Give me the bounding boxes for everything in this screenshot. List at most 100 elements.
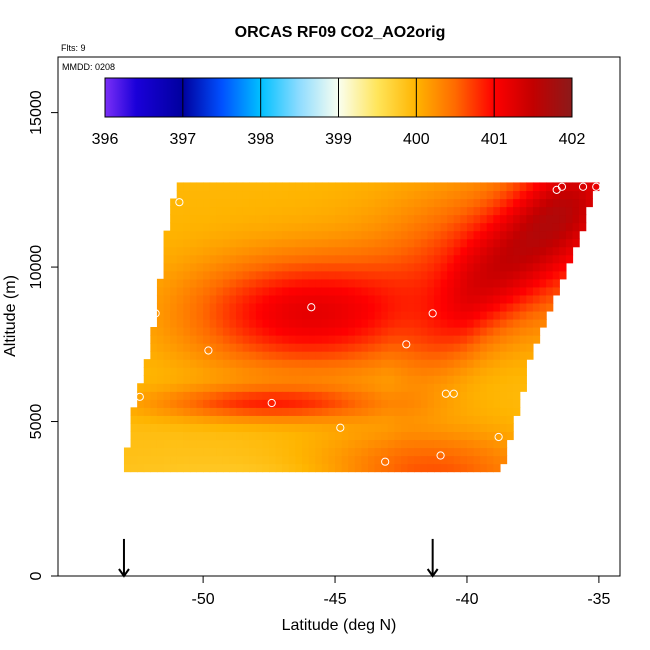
field-cell [394, 254, 402, 264]
field-cell [348, 182, 356, 192]
field-cell [427, 343, 435, 352]
field-cell [460, 198, 468, 208]
field-cell [170, 198, 178, 208]
field-cell [302, 270, 310, 280]
field-cell [216, 383, 224, 392]
field-cell [414, 375, 422, 384]
field-cell [526, 343, 534, 352]
field-cell [262, 335, 270, 344]
field-cell [368, 335, 376, 344]
field-cell [255, 238, 264, 248]
field-cell [361, 278, 369, 288]
field-cell [242, 286, 250, 296]
field-cell [170, 302, 178, 312]
field-cell [565, 222, 574, 232]
field-cell [394, 463, 402, 473]
field-cell [348, 407, 356, 416]
field-cell [499, 423, 508, 433]
field-cell [407, 367, 415, 376]
field-cell [546, 198, 554, 208]
field-cell [387, 399, 396, 408]
field-cell [321, 359, 330, 368]
field-cell [341, 278, 349, 288]
field-cell [460, 399, 468, 408]
field-cell [565, 206, 574, 216]
field-cell [480, 359, 488, 368]
field-cell [183, 230, 191, 240]
field-cell [519, 262, 527, 272]
field-cell [282, 318, 290, 328]
field-cell [163, 367, 171, 376]
field-cell [513, 351, 521, 360]
field-cell [321, 302, 330, 312]
field-cell [216, 270, 224, 280]
field-cell [176, 302, 184, 312]
field-cell [249, 246, 257, 256]
field-cell [255, 375, 264, 384]
field-cell [216, 310, 224, 320]
field-cell [183, 254, 191, 264]
field-cell [302, 230, 310, 240]
field-cell [572, 214, 580, 224]
field-cell [262, 399, 270, 408]
field-cell [361, 198, 369, 208]
field-cell [539, 278, 547, 288]
field-cell [203, 439, 211, 449]
field-cell [269, 447, 277, 457]
field-cell [196, 359, 204, 368]
field-cell [453, 367, 461, 376]
field-cell [493, 463, 501, 473]
field-cell [473, 447, 481, 457]
field-cell [480, 262, 488, 272]
field-cell [189, 367, 198, 376]
field-cell [203, 318, 211, 328]
field-cell [269, 463, 277, 473]
field-cell [374, 222, 382, 232]
field-cell [348, 222, 356, 232]
field-cell [460, 415, 468, 424]
field-cell [460, 262, 468, 272]
field-cell [348, 318, 356, 328]
field-cell [433, 399, 442, 408]
field-cell [196, 294, 204, 304]
field-cell [255, 391, 264, 400]
field-cell [539, 222, 547, 232]
field-cell [222, 286, 231, 296]
field-cell [427, 431, 435, 441]
field-cell [308, 302, 316, 312]
field-cell [493, 206, 501, 216]
field-cell [176, 222, 184, 232]
field-cell [433, 254, 442, 264]
field-cell [262, 383, 270, 392]
field-cell [216, 439, 224, 449]
field-cell [473, 351, 481, 360]
field-cell [526, 294, 534, 304]
field-cell [374, 335, 382, 344]
field-cell [137, 447, 145, 457]
field-cell [249, 294, 257, 304]
field-cell [506, 270, 514, 280]
field-cell [170, 318, 178, 328]
field-cell [381, 383, 389, 392]
field-cell [420, 359, 428, 368]
field-cell [249, 198, 257, 208]
field-cell [433, 455, 442, 465]
field-cell [282, 254, 290, 264]
field-cell [466, 415, 475, 424]
field-cell [275, 415, 283, 424]
field-cell [189, 415, 198, 424]
field-cell [302, 375, 310, 384]
field-cell [394, 198, 402, 208]
field-cell [381, 278, 389, 288]
field-cell [513, 343, 521, 352]
field-cell [354, 335, 363, 344]
field-cell [559, 270, 567, 280]
field-cell [196, 182, 204, 192]
field-cell [130, 415, 138, 424]
field-cell [460, 391, 468, 400]
field-cell [288, 359, 297, 368]
field-cell [255, 182, 264, 192]
field-cell [196, 230, 204, 240]
field-cell [229, 375, 237, 384]
field-cell [341, 463, 349, 473]
